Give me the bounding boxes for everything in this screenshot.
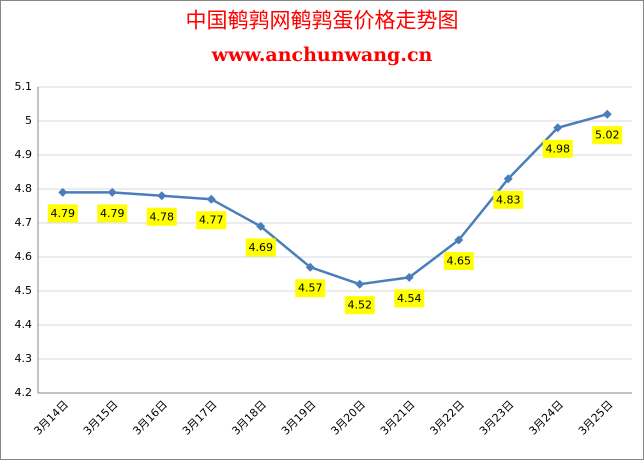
y-tick-label: 4.5 <box>15 284 33 297</box>
y-tick-label: 4.9 <box>15 148 33 161</box>
data-label: 4.69 <box>249 241 274 254</box>
line <box>62 112 608 286</box>
label-bg <box>394 289 425 308</box>
marker <box>305 262 315 272</box>
marker <box>454 235 464 245</box>
label-bg <box>493 190 524 209</box>
label-bg <box>443 252 474 270</box>
data-label: 5.02 <box>595 129 620 142</box>
chart-subtitle: www.anchunwang.cn <box>211 44 433 66</box>
label-bg <box>592 126 623 145</box>
y-tick-label: 4.6 <box>15 250 33 263</box>
data-label: 4.83 <box>496 193 521 206</box>
marker <box>355 279 365 289</box>
label-bg <box>542 139 573 158</box>
data-label: 4.65 <box>447 255 472 268</box>
label-bg <box>47 204 78 223</box>
data-label: 4.52 <box>348 299 373 312</box>
data-label: 4.79 <box>51 207 76 220</box>
marker <box>107 187 117 197</box>
y-tick-label: 4.4 <box>15 318 33 331</box>
chart-title: 中国鹌鹑网鹌鹑蛋价格走势图 <box>186 9 459 33</box>
marker <box>206 194 216 204</box>
data-label: 4.57 <box>298 282 323 295</box>
marker <box>256 221 266 231</box>
data-label: 4.77 <box>199 214 224 227</box>
data-label: 4.98 <box>546 142 571 155</box>
marker <box>503 174 513 184</box>
marker <box>404 272 414 282</box>
y-tick-label: 4.7 <box>15 216 33 229</box>
label-bg <box>97 204 128 223</box>
data-label: 4.79 <box>100 207 125 220</box>
marker <box>58 187 68 197</box>
label-bg <box>146 207 177 226</box>
marker <box>157 191 167 201</box>
marker <box>553 123 563 133</box>
y-tick-label: 4.2 <box>15 386 33 399</box>
y-tick-label: 4.8 <box>15 182 33 195</box>
label-bg <box>245 238 276 257</box>
marker <box>602 109 612 119</box>
data-label: 4.54 <box>397 292 422 305</box>
y-tick-label: 5 <box>25 114 32 127</box>
y-tick-label: 4.3 <box>15 352 33 365</box>
label-bg <box>196 211 227 230</box>
y-tick-label: 5.1 <box>15 80 33 93</box>
label-bg <box>295 279 326 298</box>
label-bg <box>344 296 375 315</box>
data-label: 4.78 <box>150 210 175 223</box>
